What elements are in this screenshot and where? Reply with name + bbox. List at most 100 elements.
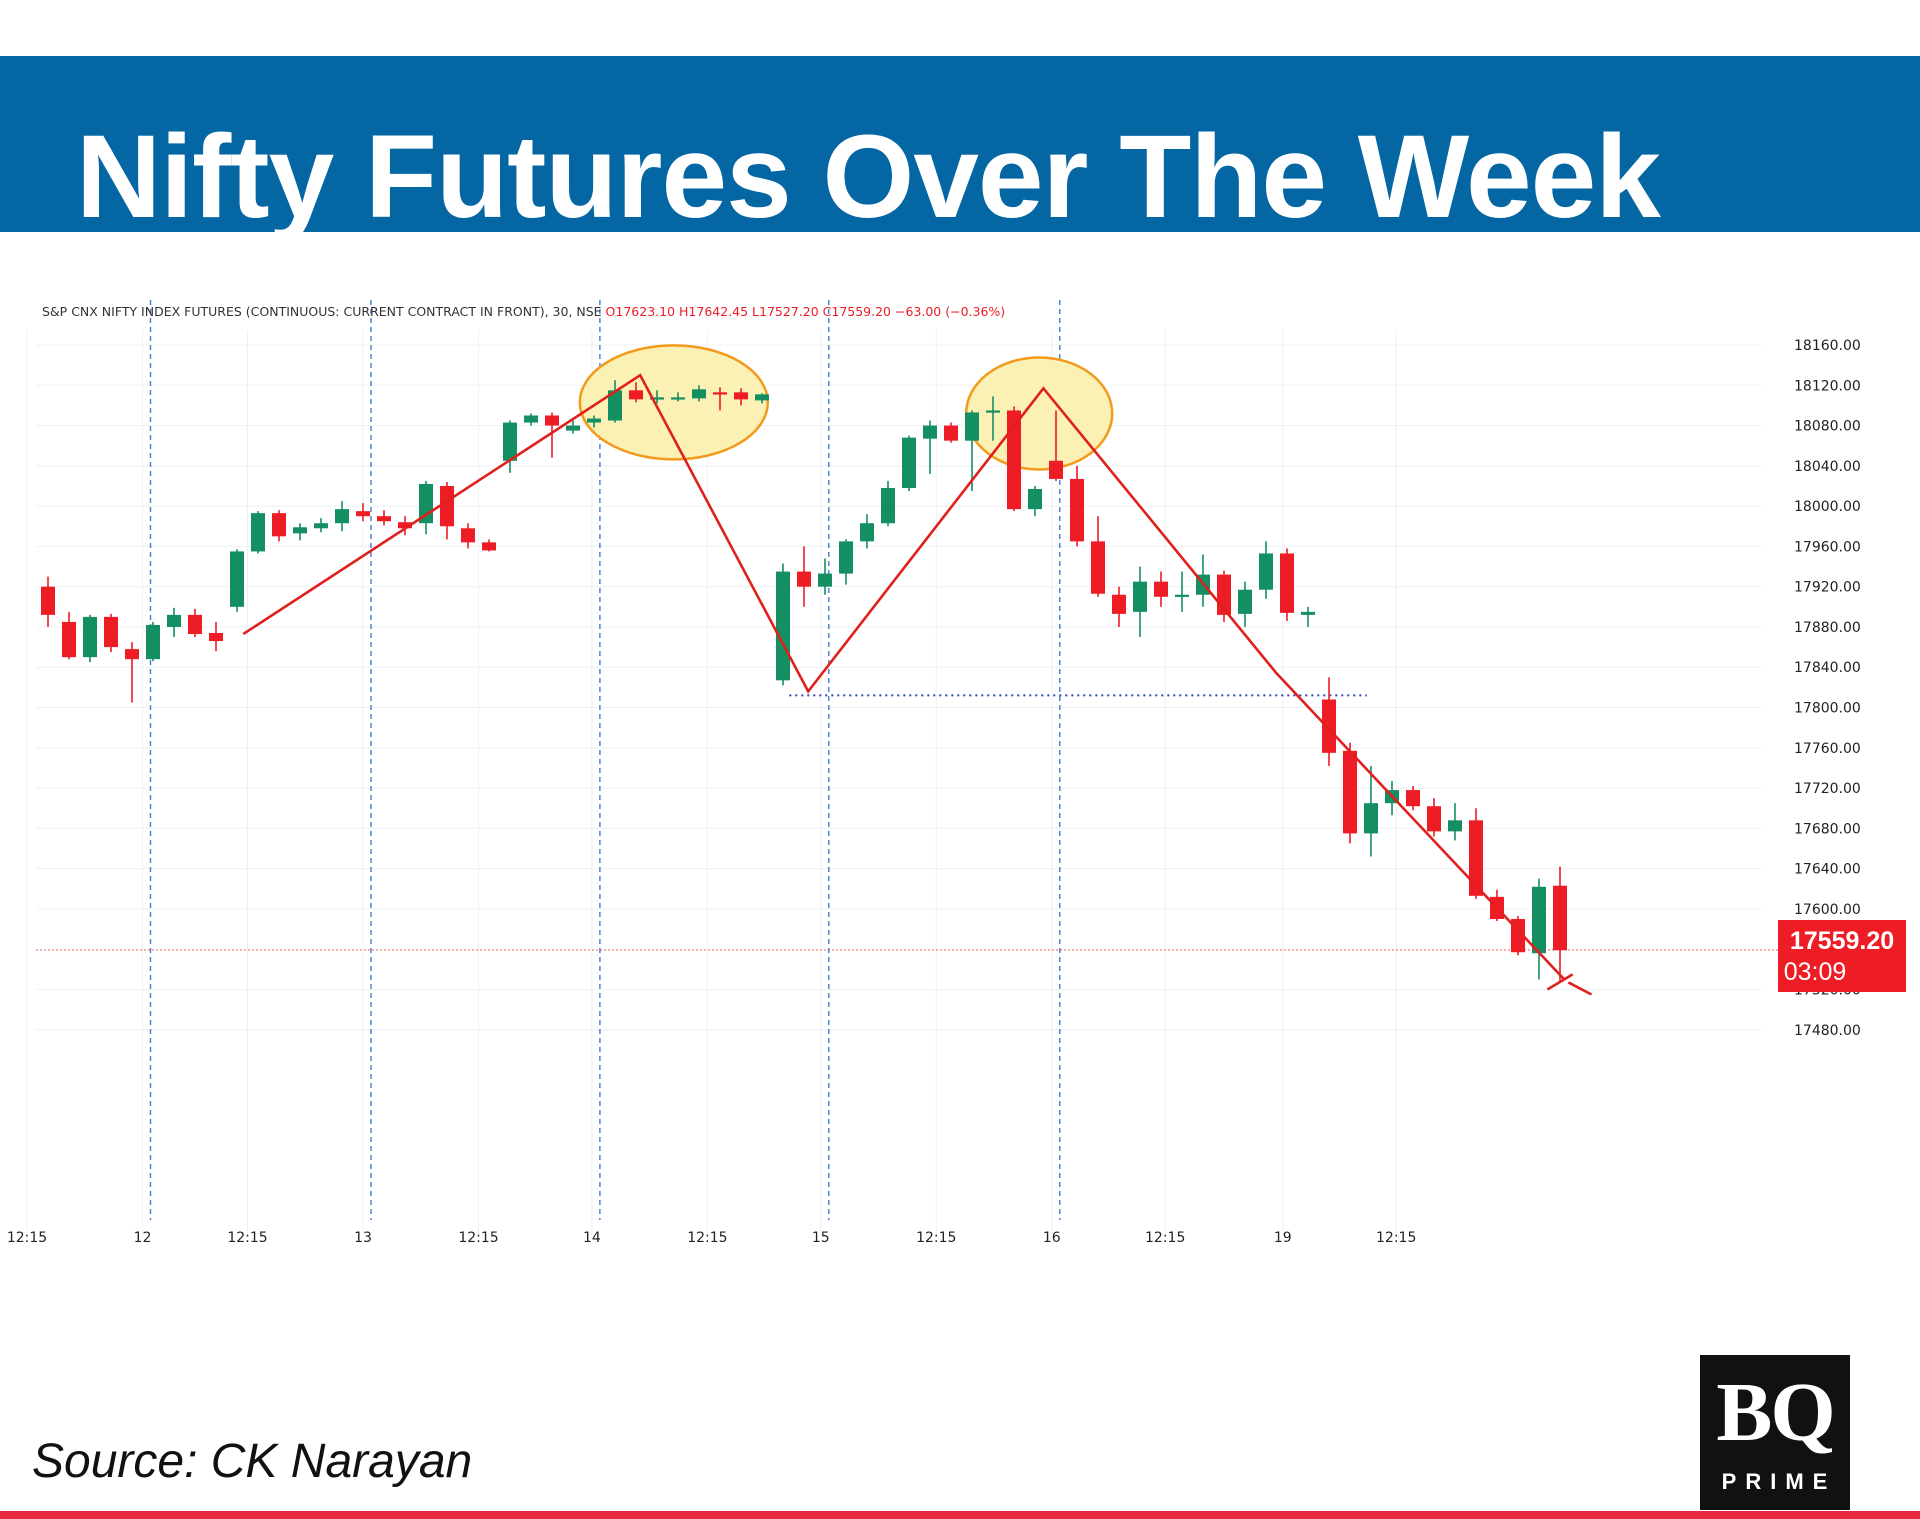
candle — [902, 435, 916, 492]
candle-body — [902, 437, 916, 488]
candlestick-chart: 18160.00 18120.00 18080.00 18040.00 18000.00… — [7, 300, 1906, 1246]
x-tick-label: 16 — [1043, 1230, 1061, 1246]
candle-body — [335, 509, 349, 524]
candle — [629, 382, 643, 403]
bq-prime-logo: BQ PRIME — [1700, 1355, 1850, 1510]
candle-body — [566, 425, 580, 431]
y-tick-label: 17600.00 — [1794, 902, 1861, 918]
candle — [1175, 571, 1189, 612]
candle — [440, 481, 454, 540]
candle — [188, 608, 202, 638]
candle-body — [776, 571, 790, 681]
legend-part: −63.00 (−0.36%) — [895, 304, 1005, 319]
candle-body — [650, 397, 664, 400]
candle — [167, 607, 181, 638]
candle — [1427, 798, 1441, 837]
candle-body — [1049, 460, 1063, 479]
candle — [1553, 866, 1567, 983]
x-tick-label: 12:15 — [227, 1230, 267, 1246]
candle — [209, 621, 223, 652]
candle — [1259, 541, 1273, 599]
legend-part: C17559.20 — [823, 304, 895, 319]
trend-zigzag — [242, 373, 1566, 981]
candle — [356, 503, 370, 522]
candle-body — [314, 523, 328, 529]
candle — [62, 611, 76, 660]
y-tick-label: 17800.00 — [1794, 701, 1861, 717]
candle-body — [62, 621, 76, 658]
candle — [83, 614, 97, 663]
candle-body — [1280, 553, 1294, 613]
candle — [944, 422, 958, 443]
candle — [41, 576, 55, 627]
candle — [1301, 606, 1315, 627]
candle — [1385, 781, 1399, 816]
y-tick-label: 17480.00 — [1794, 1023, 1861, 1039]
chart-legend: S&P CNX NIFTY INDEX FUTURES (CONTINUOUS:… — [42, 304, 1005, 319]
session-dividers — [149, 300, 1061, 1220]
candle — [881, 480, 895, 527]
candle — [1238, 581, 1252, 627]
y-tick-label: 18160.00 — [1794, 338, 1861, 354]
x-tick-label: 14 — [583, 1230, 601, 1246]
candle-body — [965, 412, 979, 441]
y-tick-label: 17920.00 — [1794, 580, 1861, 596]
candle — [1112, 586, 1126, 627]
candle — [860, 514, 874, 549]
trend-tick — [1567, 981, 1593, 996]
x-tick-label: 12:15 — [687, 1230, 727, 1246]
y-tick-label: 17960.00 — [1794, 539, 1861, 555]
x-tick-label: 12 — [134, 1230, 152, 1246]
x-tick-label: 19 — [1274, 1230, 1292, 1246]
x-tick-label: 12:15 — [916, 1230, 956, 1246]
candle-body — [83, 616, 97, 658]
x-tick-label: 12:15 — [1376, 1230, 1416, 1246]
last-price-value: 17559.20 — [1790, 927, 1894, 955]
candle-body — [839, 541, 853, 574]
y-tick-label: 17640.00 — [1794, 862, 1861, 878]
last-price-badge — [1778, 920, 1906, 993]
candle — [293, 523, 307, 541]
candle-body — [1007, 410, 1021, 510]
candle-body — [1154, 581, 1168, 597]
candle-body — [755, 394, 769, 401]
candle-body — [986, 410, 1000, 413]
trend-tick — [1546, 973, 1574, 991]
page-title: Nifty Futures Over The Week — [76, 111, 1661, 243]
candle-body — [503, 422, 517, 461]
candle — [776, 563, 790, 686]
legend-part: H17642.45 — [679, 304, 752, 319]
candle-body — [1091, 541, 1105, 594]
bar-countdown: 03:09 — [1784, 958, 1847, 986]
x-tick-label: 12:15 — [1145, 1230, 1185, 1246]
candle-body — [125, 649, 139, 660]
candle — [986, 396, 1000, 441]
candle-body — [587, 418, 601, 423]
candle-body — [692, 389, 706, 399]
candle — [419, 480, 433, 535]
candle-body — [860, 523, 874, 542]
candle-body — [608, 390, 622, 421]
candle — [566, 420, 580, 434]
candle-body — [1469, 820, 1483, 896]
candle-body — [272, 513, 286, 537]
candle-body — [944, 425, 958, 441]
legend-part: L17527.20 — [752, 304, 823, 319]
candle-body — [1238, 589, 1252, 614]
candle-body — [188, 614, 202, 635]
candle — [1322, 677, 1336, 766]
candle — [755, 393, 769, 404]
candle-body — [1364, 803, 1378, 834]
candle — [650, 390, 664, 404]
candle — [923, 420, 937, 474]
candle — [251, 511, 265, 554]
candle — [1196, 554, 1210, 607]
y-tick-label: 17840.00 — [1794, 660, 1861, 676]
candle-body — [1301, 611, 1315, 615]
candle-body — [1448, 820, 1462, 832]
candle-body — [461, 528, 475, 543]
candle-body — [923, 425, 937, 439]
candle — [272, 510, 286, 542]
candle — [671, 392, 685, 402]
candle — [1343, 742, 1357, 844]
